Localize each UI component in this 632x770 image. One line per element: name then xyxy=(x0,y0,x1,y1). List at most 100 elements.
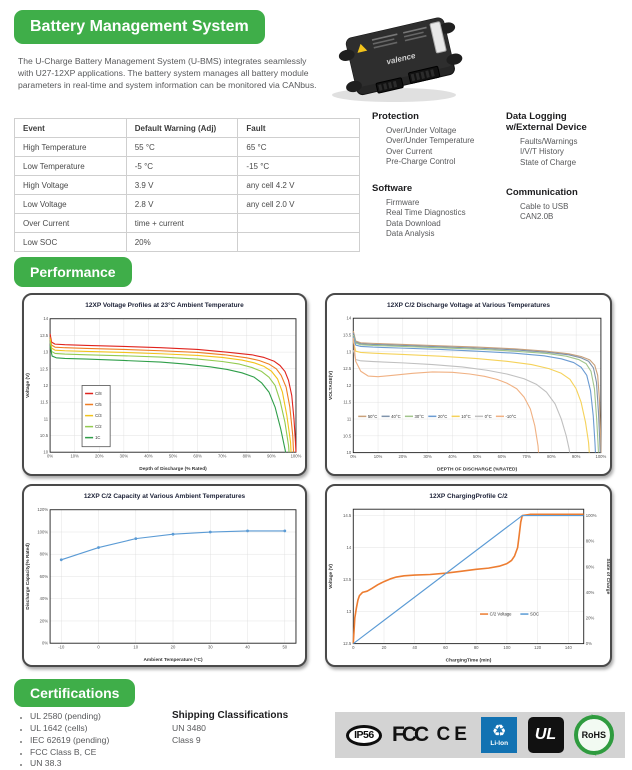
svg-text:13.5: 13.5 xyxy=(343,333,352,338)
chart-discharge-temperatures: 12XP C/2 Discharge Voltage at Various Te… xyxy=(325,293,612,476)
svg-text:20: 20 xyxy=(382,645,387,650)
table-cell: Over Current xyxy=(14,213,127,233)
svg-text:50%: 50% xyxy=(473,454,482,459)
chart-title: 12XP ChargingProfile C/2 xyxy=(429,493,508,500)
svg-text:Voltage (V): Voltage (V) xyxy=(25,373,31,398)
svg-text:50: 50 xyxy=(282,645,287,650)
performance-section-badge: Performance xyxy=(14,257,132,287)
list-item: UL 2580 (pending) xyxy=(30,711,109,723)
svg-text:20%: 20% xyxy=(586,616,595,621)
chart-capacity-ambient: 12XP C/2 Capacity at Various Ambient Tem… xyxy=(22,484,307,667)
svg-text:Depth of Discharge (% Rated): Depth of Discharge (% Rated) xyxy=(139,466,207,472)
list-item: CAN2.0B xyxy=(520,212,554,222)
voltage-profiles-plot: 0% 10% 20% 30% 40% 50% 60% 70% 80% 90% 100% 10 10.5 1… xyxy=(25,316,302,472)
ce-logo: CE xyxy=(436,724,471,745)
svg-text:SOC: SOC xyxy=(530,612,539,617)
svg-text:-10°C: -10°C xyxy=(505,414,516,419)
svg-text:20%: 20% xyxy=(40,618,49,623)
svg-text:11: 11 xyxy=(347,417,352,422)
table-cell: 65 °C xyxy=(237,137,360,157)
svg-text:60%: 60% xyxy=(498,454,507,459)
list-item: Data Download xyxy=(386,218,441,228)
table-cell: any cell 4.2 V xyxy=(237,175,360,195)
svg-text:10°C: 10°C xyxy=(461,414,470,419)
svg-text:40%: 40% xyxy=(448,454,457,459)
shipping-heading: Shipping Classifications xyxy=(172,710,289,721)
svg-text:100%: 100% xyxy=(291,454,302,459)
list-item: I/V/T History xyxy=(520,147,564,157)
svg-text:10.5: 10.5 xyxy=(343,433,352,438)
svg-text:10.5: 10.5 xyxy=(40,433,49,438)
svg-text:80: 80 xyxy=(474,645,479,650)
communication-heading: Communication xyxy=(506,187,578,198)
list-item: Over Current xyxy=(386,146,433,156)
software-section: Software Firmware Real Time Diagnostics Da… xyxy=(372,183,506,240)
table-header-row: Event Default Warning (Adj) Fault xyxy=(14,118,360,138)
table-cell: time + current xyxy=(125,213,239,233)
table-row: Over Current time + current xyxy=(14,213,360,233)
table-cell: High Voltage xyxy=(14,175,127,195)
communication-list: Cable to USB CAN2.0B xyxy=(506,202,632,223)
chart-title: 12XP C/2 Discharge Voltage at Various Te… xyxy=(387,302,550,309)
svg-text:70%: 70% xyxy=(218,454,227,459)
svg-text:10%: 10% xyxy=(70,454,79,459)
discharge-temperatures-plot: 0% 10% 20% 30% 40% 50% 60% 70% 80% 90% 100% 10 10.5 1… xyxy=(328,316,606,473)
svg-text:50°C: 50°C xyxy=(368,414,377,419)
svg-text:12.5: 12.5 xyxy=(343,366,352,371)
svg-text:10%: 10% xyxy=(374,454,383,459)
table-cell: 20% xyxy=(125,232,239,252)
protection-list: Over/Under Voltage Over/Under Temperature… xyxy=(372,126,506,168)
svg-text:14: 14 xyxy=(347,545,352,550)
svg-text:1C: 1C xyxy=(95,435,100,440)
charging-profile-plot: 0 20 40 60 80 100 120 140 12.5 13 13.5 14 14.5 0% 20% 4… xyxy=(328,508,610,663)
rohs-logo: RoHS xyxy=(573,713,614,755)
svg-text:0: 0 xyxy=(97,645,100,650)
svg-text:0°C: 0°C xyxy=(485,414,492,419)
svg-text:20%: 20% xyxy=(399,454,408,459)
svg-text:0%: 0% xyxy=(47,454,53,459)
svg-text:-10: -10 xyxy=(58,645,65,650)
svg-text:0: 0 xyxy=(352,645,355,650)
chart-title: 12XP C/2 Capacity at Various Ambient Tem… xyxy=(83,493,246,500)
svg-text:60%: 60% xyxy=(193,454,202,459)
certifications-list: UL 2580 (pending)UL 1642 (cells)IEC 6261… xyxy=(22,711,109,770)
ul-logo: UL xyxy=(527,717,564,753)
software-list: Firmware Real Time Diagnostics Data Downlo… xyxy=(372,198,506,240)
warning-fault-table: Event Default Warning (Adj) Fault High Temp… xyxy=(14,118,360,252)
svg-text:120%: 120% xyxy=(37,507,48,512)
table-cell: Low Voltage xyxy=(14,194,127,214)
svg-text:C/5: C/5 xyxy=(95,402,102,407)
column-header: Event xyxy=(14,118,127,138)
svg-text:40%: 40% xyxy=(40,596,49,601)
svg-text:13: 13 xyxy=(347,349,352,354)
svg-text:100%: 100% xyxy=(595,454,606,459)
svg-text:12: 12 xyxy=(43,383,48,388)
list-item: IEC 62619 (pending) xyxy=(30,735,109,747)
svg-text:10: 10 xyxy=(43,450,48,455)
list-item: Over/Under Voltage xyxy=(386,125,457,135)
shipping-classifications: Shipping Classifications UN 3480 Class 9 xyxy=(172,710,289,745)
communication-section: Communication Cable to USB CAN2.0B xyxy=(506,187,632,223)
protection-heading: Protection xyxy=(372,111,419,122)
ip56-logo: IP56 xyxy=(346,724,382,746)
list-item: Real Time Diagnostics xyxy=(386,208,466,218)
svg-text:Discharge Capacity(% Rated): Discharge Capacity(% Rated) xyxy=(25,543,31,610)
svg-text:60: 60 xyxy=(443,645,448,650)
page-title: Battery Management System xyxy=(30,18,249,35)
svg-text:40°C: 40°C xyxy=(391,414,400,419)
table-cell: 55 °C xyxy=(125,137,239,157)
protection-section: Protection Over/Under Voltage Over/Under … xyxy=(372,111,506,168)
svg-text:11.5: 11.5 xyxy=(40,400,49,405)
svg-text:C/3: C/3 xyxy=(95,413,102,418)
svg-text:11: 11 xyxy=(44,416,49,421)
svg-text:40: 40 xyxy=(412,645,417,650)
chart-title: 12XP Voltage Profiles at 23°C Ambient Te… xyxy=(85,302,244,309)
svg-text:VOLTAGE(V): VOLTAGE(V) xyxy=(328,370,334,400)
table-cell: 3.9 V xyxy=(125,175,239,195)
svg-text:60%: 60% xyxy=(40,574,49,579)
svg-text:20%: 20% xyxy=(95,454,104,459)
svg-text:140: 140 xyxy=(565,645,573,650)
data-logging-list: Faults/Warnings I/V/T History State of Cha… xyxy=(506,137,632,168)
svg-text:13: 13 xyxy=(43,350,48,355)
